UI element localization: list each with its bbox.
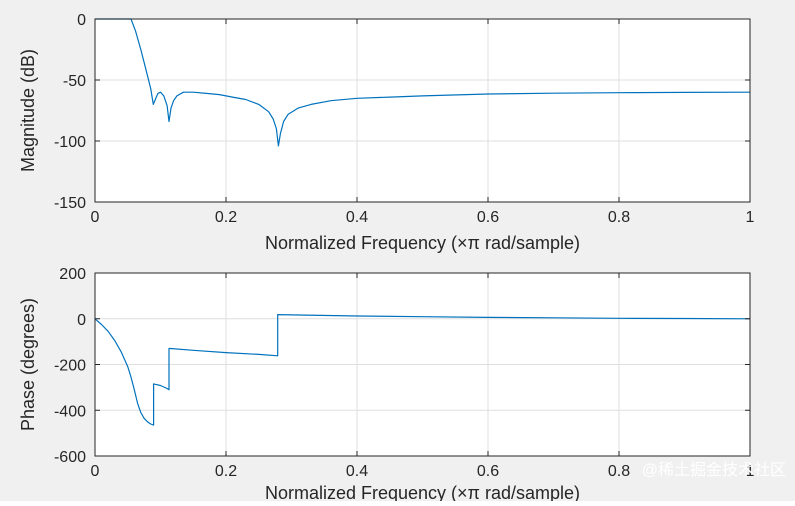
series-line	[94, 314, 751, 426]
y-tick-label: -150	[54, 195, 86, 212]
axes-box	[94, 18, 751, 203]
y-tick-label: -600	[54, 449, 86, 466]
phase-plot: 0 0.2 0.4 0.6 0.8 1 -600 -400 -200 0 200 Normalized…	[18, 266, 755, 503]
x-tick-label: 0.8	[608, 463, 630, 480]
x-axis-label: Normalized Frequency (×π rad/sample)	[265, 233, 580, 253]
x-tick-label: 1	[746, 209, 755, 226]
y-axis-label: Magnitude (dB)	[18, 49, 38, 172]
y-tick-label: -400	[54, 403, 86, 420]
series-line	[95, 18, 751, 147]
y-tick-label: 0	[77, 312, 86, 329]
plot-area	[95, 19, 750, 202]
x-tick-label: 0.4	[346, 463, 368, 480]
x-tick-label: 0.6	[477, 463, 499, 480]
x-tick-label: 0	[91, 209, 100, 226]
y-tick-label: 0	[77, 12, 86, 29]
x-tick-label: 0.8	[608, 209, 630, 226]
magnitude-plot: 0 0.2 0.4 0.6 0.8 1 -150 -100 -50 0 Normalized Fre…	[18, 12, 755, 253]
x-tick-label: 0.2	[215, 463, 237, 480]
x-tick-label: 0.4	[346, 209, 368, 226]
y-tick-label: -200	[54, 358, 86, 375]
y-tick-label: 200	[59, 266, 86, 283]
x-tick-label: 1	[746, 463, 755, 480]
y-tick-label: -50	[63, 73, 86, 90]
x-axis-label: Normalized Frequency (×π rad/sample)	[265, 483, 580, 501]
y-axis-label: Phase (degrees)	[18, 298, 38, 431]
y-tick-label: -100	[54, 134, 86, 151]
x-tick-label: 0	[91, 463, 100, 480]
watermark-text: @稀土掘金技术社区	[642, 461, 786, 479]
x-tick-label: 0.6	[477, 209, 499, 226]
x-tick-label: 0.2	[215, 209, 237, 226]
